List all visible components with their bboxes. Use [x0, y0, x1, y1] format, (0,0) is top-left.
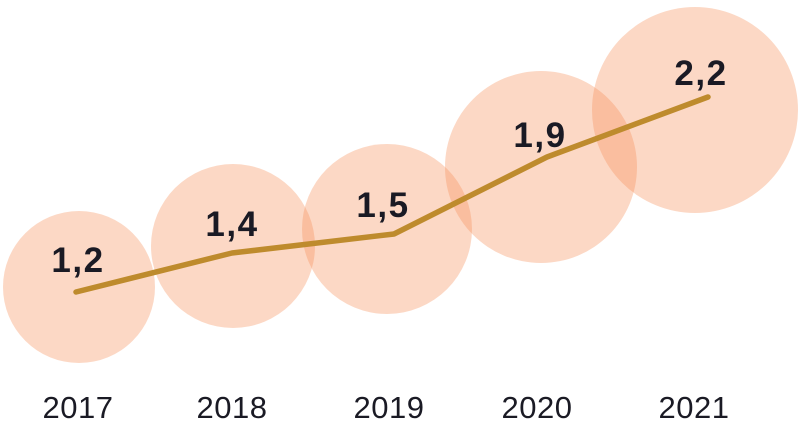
- year-label-2018: 2018: [197, 390, 268, 423]
- value-label-2018: 1,4: [205, 205, 258, 244]
- value-label-2019: 1,5: [356, 186, 409, 225]
- year-label-2019: 2019: [354, 390, 425, 423]
- year-axis: 2017 2018 2019 2020 2021: [43, 390, 730, 423]
- bubble-2018: [151, 164, 315, 328]
- bubble-2019: [302, 144, 472, 314]
- value-label-2021: 2,2: [674, 54, 727, 93]
- value-label-2017: 1,2: [51, 241, 104, 280]
- bubble-2021: [592, 7, 798, 213]
- bubble-2020: [445, 71, 637, 263]
- trend-line: [73, 94, 711, 295]
- year-label-2021: 2021: [659, 390, 730, 423]
- value-labels-group: 1,2 1,4 1,5 1,9 2,2: [51, 54, 727, 280]
- value-label-2020: 1,9: [513, 116, 566, 155]
- bubble-2017: [3, 211, 155, 363]
- bubbles-group: [3, 7, 798, 363]
- year-label-2017: 2017: [43, 390, 114, 423]
- year-label-2020: 2020: [502, 390, 573, 423]
